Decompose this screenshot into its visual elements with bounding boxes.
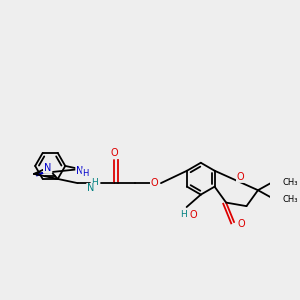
Text: O: O xyxy=(237,172,244,182)
Text: O: O xyxy=(111,148,118,158)
Text: O: O xyxy=(189,210,196,220)
Text: O: O xyxy=(237,219,245,229)
Text: O: O xyxy=(151,178,159,188)
Text: N: N xyxy=(44,163,51,173)
Text: N: N xyxy=(87,183,94,194)
Text: H: H xyxy=(181,210,188,219)
Text: H: H xyxy=(82,169,88,178)
Text: N: N xyxy=(76,166,84,176)
Text: CH₃: CH₃ xyxy=(283,195,298,204)
Text: H: H xyxy=(92,178,98,187)
Text: CH₃: CH₃ xyxy=(283,178,298,187)
